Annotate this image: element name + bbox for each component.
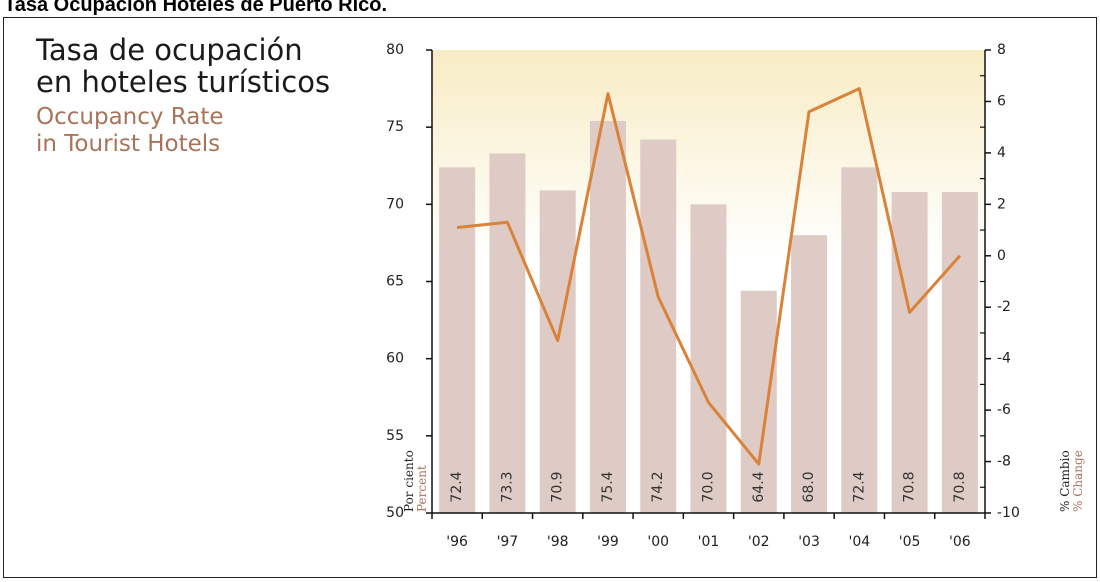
x-tick-label-4: '00 [647, 534, 669, 550]
right-tick-label-3: -4 [997, 351, 1011, 367]
right-tick-label-1: -8 [997, 454, 1011, 470]
chart-title-english: Occupancy Rate in Tourist Hotels [36, 104, 330, 158]
bar-value-label-6: 64.4 [751, 471, 767, 502]
bar-value-label-1: 73.3 [499, 471, 515, 502]
bar-value-label-3: 75.4 [600, 471, 616, 502]
right-axis-label-es: % Cambio [1058, 450, 1072, 512]
bar-value-label-10: 70.8 [952, 471, 968, 502]
left-tick-label-4: 70 [386, 196, 404, 212]
right-tick-label-4: -2 [997, 299, 1011, 315]
right-tick-label-8: 6 [997, 93, 1006, 109]
left-tick-label-1: 55 [386, 428, 404, 444]
labels-group: 72.4 73.3 70.9 75.4 74.2 70.0 64.4 68.0 72.4 70.8… [449, 471, 968, 502]
chart-title-en-line-1: Occupancy Rate [36, 104, 224, 130]
right-tick-label-6: 2 [997, 196, 1006, 212]
percent-change-line [456, 87, 962, 466]
x-tick-label-2: '98 [547, 534, 569, 550]
right-tick-label-7: 4 [997, 145, 1006, 161]
bar-3 [589, 120, 626, 513]
right-tick-label-5: 0 [997, 248, 1006, 264]
chart-title-es-line-1: Tasa de ocupación [36, 33, 303, 67]
right-tick-label-9: 8 [997, 42, 1006, 58]
chart-title-spanish: Tasa de ocupación en hoteles turísticos [36, 34, 330, 98]
left-tick-label-3: 65 [386, 274, 404, 290]
page-title: Tasa Ocupación Hoteles de Puerto Rico. [4, 0, 388, 16]
bar-value-label-7: 68.0 [801, 471, 817, 502]
x-tick-label-1: '97 [497, 534, 519, 550]
right-tick-label-2: -6 [997, 402, 1011, 418]
left-tick-label-0: 50 [386, 505, 404, 521]
bar-2 [539, 190, 576, 513]
bar-value-label-4: 74.2 [650, 471, 666, 502]
bar-10 [941, 191, 978, 513]
bars-group [439, 120, 978, 514]
right-axis-label-en: % Change [1071, 450, 1085, 512]
bar-4 [640, 139, 677, 513]
right-tick-label-0: -10 [997, 505, 1020, 521]
bar-8 [841, 167, 878, 513]
bar-1 [489, 153, 526, 514]
x-tick-label-9: '05 [899, 534, 921, 550]
x-tick-label-5: '01 [698, 534, 720, 550]
left-axis-label-es: Por ciento [402, 450, 416, 512]
chart-title-es-line-2: en hoteles turísticos [36, 65, 331, 99]
chart-title-en-line-2: in Tourist Hotels [36, 131, 221, 157]
x-tick-label-7: '03 [798, 534, 820, 550]
bar-value-label-5: 70.0 [701, 471, 717, 502]
x-tick-label-8: '04 [848, 534, 870, 550]
bar-value-label-0: 72.4 [449, 471, 465, 502]
bar-5 [690, 204, 727, 514]
bar-9 [891, 191, 928, 513]
x-tick-label-10: '06 [949, 534, 971, 550]
x-tick-label-3: '99 [597, 534, 619, 550]
left-tick-label-6: 80 [386, 42, 404, 58]
bar-value-label-8: 72.4 [851, 471, 867, 502]
axes-group: 50 55 60 65 70 75 80 -10 -8 -6 -4 -2 0 2 4 6 8 '96 '97 '98 '… [386, 42, 1020, 550]
x-tick-label-6: '02 [748, 534, 770, 550]
bar-value-label-9: 70.8 [902, 471, 918, 502]
left-axis-label-en: Percent [415, 465, 429, 512]
left-tick-label-2: 60 [386, 351, 404, 367]
chart-title-block: Tasa de ocupación en hoteles turísticos … [36, 34, 330, 158]
bar-7 [791, 235, 828, 513]
left-tick-label-5: 75 [386, 119, 404, 135]
bar-0 [439, 167, 476, 513]
bar-6 [740, 290, 777, 513]
bar-value-label-2: 70.9 [550, 471, 566, 502]
x-tick-label-0: '96 [446, 534, 468, 550]
axis-titles-group: Por ciento Percent % Cambio % Change [402, 450, 1085, 512]
chart-frame [3, 17, 1097, 578]
line-group [456, 87, 962, 466]
